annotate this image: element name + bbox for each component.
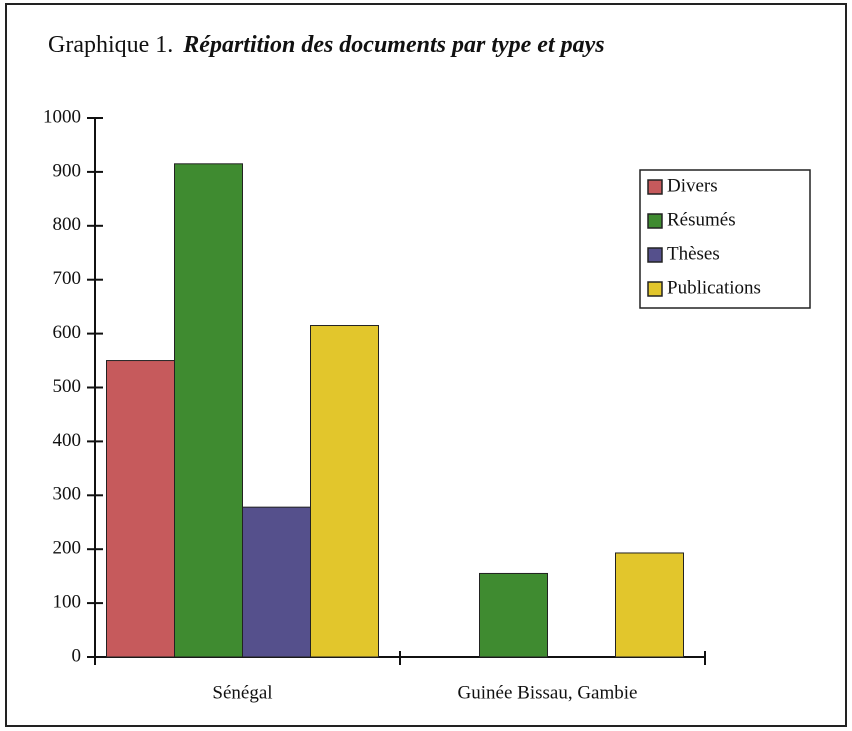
legend-label: Publications: [667, 277, 761, 298]
legend-swatch: [647, 281, 663, 297]
bar: [310, 325, 379, 658]
y-tick-label: 500: [53, 376, 82, 397]
y-tick-label: 1000: [43, 106, 81, 127]
legend-swatch: [647, 179, 663, 195]
legend-label: Résumés: [667, 209, 736, 230]
y-tick-label: 0: [72, 645, 82, 666]
y-tick-label: 300: [53, 484, 82, 505]
legend-swatch: [647, 213, 663, 229]
bar: [174, 163, 243, 658]
legend-label: Thèses: [667, 243, 720, 264]
y-tick-label: 800: [53, 214, 82, 235]
subtitle: Répartition des documents par type et pa…: [182, 32, 604, 58]
chart-title: Graphique 1. Répartition des documents pa…: [48, 32, 605, 58]
y-tick-label: 900: [53, 160, 82, 181]
x-tick-label: Sénégal: [212, 682, 272, 703]
title: Graphique 1.: [48, 32, 173, 58]
frame: [5, 3, 847, 727]
x-tick-label: Guinée Bissau, Gambie: [458, 682, 638, 703]
y-tick-label: 600: [53, 322, 82, 343]
y-tick-label: 200: [53, 538, 82, 559]
bar: [615, 552, 684, 658]
legend-swatch: [647, 247, 663, 263]
legend-label: Divers: [667, 175, 718, 196]
bar: [106, 360, 175, 658]
y-tick-label: 100: [53, 591, 82, 612]
bar: [242, 506, 311, 658]
bar: [479, 572, 548, 658]
y-tick-label: 700: [53, 268, 82, 289]
y-tick-label: 400: [53, 430, 82, 451]
legend-box: [639, 169, 811, 309]
